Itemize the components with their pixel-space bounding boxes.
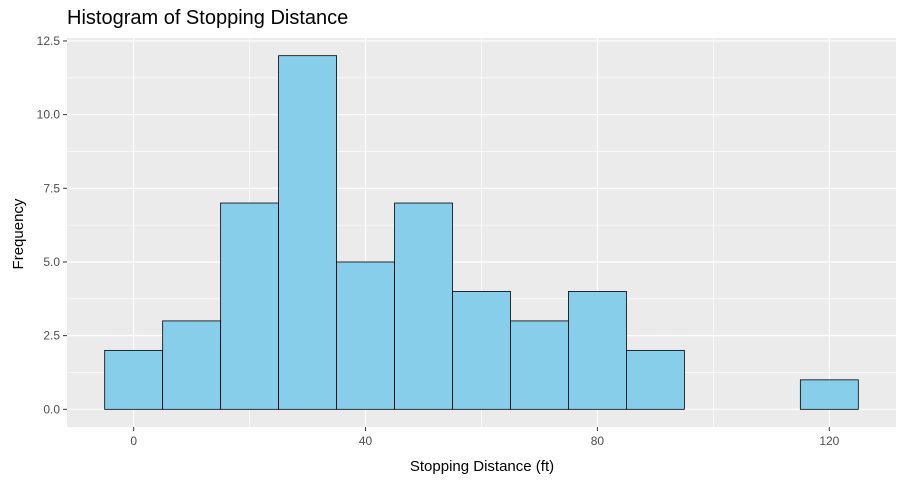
y-tick-label: 7.5 (43, 181, 60, 195)
y-axis: 0.0 2.5 5.0 7.5 10.0 12.5 (37, 34, 67, 416)
x-axis-title: Stopping Distance (ft) (410, 458, 554, 475)
histogram-bar-6 (452, 291, 511, 410)
x-tick-label: 40 (359, 434, 373, 448)
histogram-bar-3 (278, 55, 337, 410)
histogram-bar-0 (104, 349, 164, 410)
y-tick-label: 12.5 (37, 34, 61, 48)
chart-title: Histogram of Stopping Distance (67, 7, 349, 29)
histogram-bar-1 (162, 320, 222, 410)
bars (104, 55, 859, 410)
histogram-bar-8 (568, 291, 627, 410)
y-tick-label: 0.0 (43, 402, 60, 416)
x-tick-label: 0 (130, 434, 137, 448)
histogram-bar-5 (394, 202, 453, 410)
histogram-bar-12 (799, 379, 859, 410)
y-tick-label: 5.0 (43, 255, 60, 269)
histogram-bar-2 (220, 202, 279, 410)
x-tick-label: 120 (819, 434, 839, 448)
histogram-bar-4 (336, 261, 395, 410)
histogram-bar-9 (626, 349, 685, 410)
y-axis-title: Frequency (10, 198, 27, 269)
y-tick-label: 10.0 (37, 108, 61, 122)
histogram-bar-7 (510, 320, 569, 410)
x-axis: 0 40 80 120 (130, 427, 840, 448)
x-tick-label: 80 (591, 434, 605, 448)
y-tick-label: 2.5 (43, 329, 60, 343)
